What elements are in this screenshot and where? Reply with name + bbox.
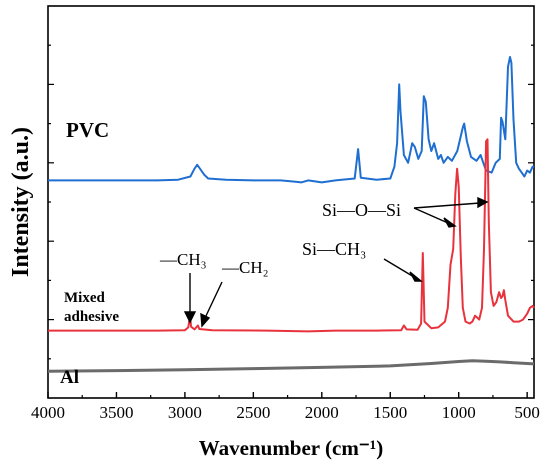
x-tick-label: 2500 bbox=[236, 403, 270, 422]
x-tick-label: 3500 bbox=[99, 403, 133, 422]
arrow-si-ch3 bbox=[383, 258, 415, 278]
arrowhead-ch2 bbox=[200, 312, 211, 328]
arrowhead-si-ch3 bbox=[409, 271, 423, 282]
series-line-mixed-adhesive bbox=[48, 138, 535, 333]
series-label-mixed-adhesive: Mixed adhesive bbox=[64, 290, 119, 325]
annotation-si-ch3: Si—CH₃ bbox=[302, 239, 366, 259]
arrowhead-ch3 bbox=[183, 311, 197, 324]
x-axis-title: Wavenumber (cm⁻¹) bbox=[199, 436, 383, 460]
series-layer bbox=[47, 56, 535, 373]
series-line-pvc bbox=[48, 56, 534, 184]
arrow-ch2 bbox=[204, 281, 223, 319]
annotation-ch3: —CH₃ bbox=[159, 250, 207, 269]
x-tick-label: 4000 bbox=[31, 403, 65, 422]
x-axis-ticks: 4000 3500 3000 2500 2000 1500 1000 500 bbox=[31, 392, 540, 422]
arrowhead-si-o-si-2 bbox=[477, 196, 489, 209]
x-tick-label: 1500 bbox=[373, 403, 407, 422]
y-axis-title: Intensity (a.u.) bbox=[8, 127, 34, 277]
annotation-ch2: —CH₂ bbox=[221, 258, 269, 277]
arrow-si-o-si-1 bbox=[413, 207, 449, 224]
annotation-si-o-si: Si—O—Si bbox=[322, 200, 401, 220]
x-axis-title-text: Wavenumber (cm⁻¹) bbox=[199, 436, 383, 460]
plot-frame bbox=[47, 5, 535, 399]
annotation-arrows bbox=[183, 196, 489, 328]
series-label-mixed-line2: adhesive bbox=[64, 309, 119, 325]
x-tick-label: 500 bbox=[514, 403, 540, 422]
arrow-si-o-si-2 bbox=[413, 202, 481, 209]
series-label-al: Al bbox=[60, 367, 79, 388]
x-tick-label: 3000 bbox=[168, 403, 202, 422]
x-tick-label: 2000 bbox=[305, 403, 339, 422]
y-axis-ticks bbox=[48, 44, 534, 360]
x-tick-label: 1000 bbox=[442, 403, 476, 422]
series-label-pvc: PVC bbox=[66, 118, 109, 142]
series-line-al bbox=[47, 359, 535, 373]
series-label-mixed-line1: Mixed bbox=[64, 290, 105, 306]
arrowhead-si-o-si-1 bbox=[443, 217, 457, 228]
